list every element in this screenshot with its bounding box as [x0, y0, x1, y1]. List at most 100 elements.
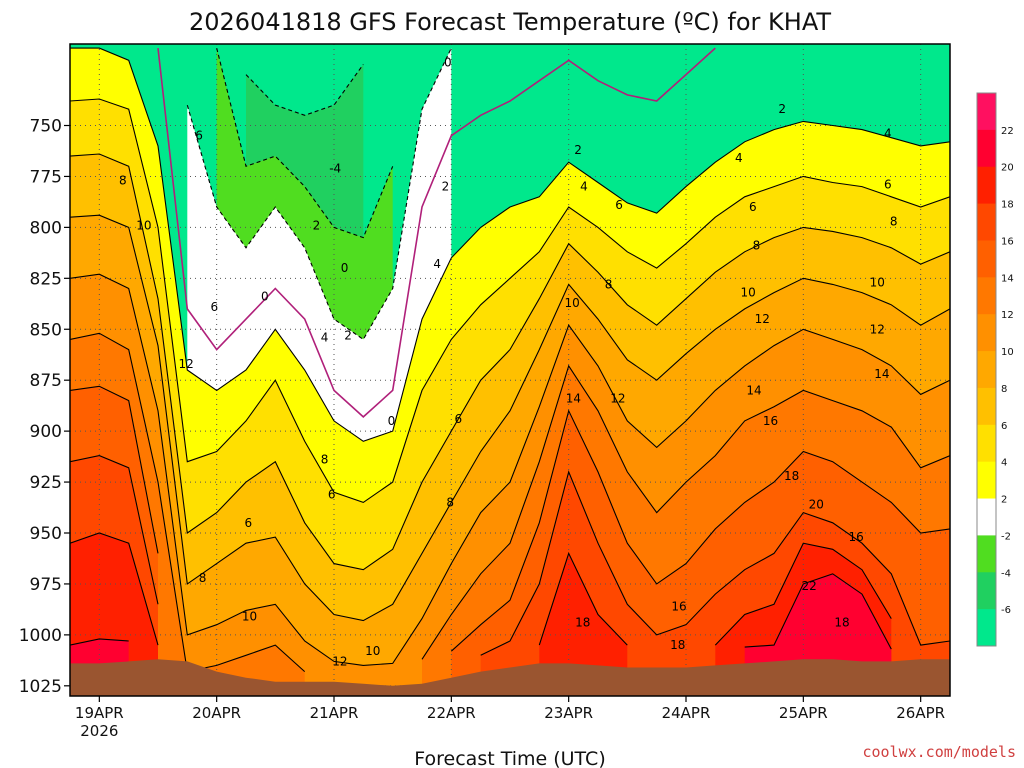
colorbar-swatch: [977, 240, 996, 278]
x-tick-label: 20APR: [192, 704, 241, 722]
contour-label: 6: [328, 487, 336, 501]
contour-label: 12: [179, 357, 194, 371]
contour-label: 16: [848, 530, 863, 544]
contour-label: 4: [884, 127, 892, 141]
y-tick-label: 950: [30, 524, 62, 544]
contour-label: 8: [753, 239, 761, 253]
colorbar-label: 2: [1001, 495, 1007, 506]
contour-label: 6: [210, 300, 218, 314]
x-tick-label: 25APR: [779, 704, 828, 722]
isotherm-10: [70, 273, 950, 666]
contour-label: 4: [580, 180, 588, 194]
isotherm-4: [70, 98, 950, 504]
contour-label: 10: [242, 610, 257, 624]
contour-label: 4: [321, 330, 329, 344]
isotherm-18: [70, 532, 892, 646]
contour-label: 10: [365, 644, 380, 658]
y-tick-label: 1025: [19, 677, 62, 697]
colorbar-swatch: [977, 166, 996, 205]
y-tick-label: 900: [30, 422, 62, 442]
contour-label: 18: [784, 469, 799, 483]
colorbar-label: 16: [1001, 236, 1014, 247]
colorbar-swatch: [977, 314, 996, 352]
isotherm-8: [70, 214, 950, 622]
contour-label: 0: [388, 414, 396, 428]
contour-label: 12: [610, 392, 625, 406]
isotherm-6: [70, 153, 950, 571]
contour-label: 0: [261, 290, 269, 304]
contour-label: 22: [802, 579, 817, 593]
colorbar-swatch: [977, 93, 996, 131]
contour-label: 8: [199, 571, 207, 585]
x-tick-label: 21APR: [310, 704, 359, 722]
colorbar-label: -4: [1001, 568, 1011, 579]
colorbar-label: 6: [1001, 421, 1007, 432]
y-tick-label: 775: [30, 167, 62, 187]
contour-label: 2: [344, 328, 352, 342]
contour-label: 6: [455, 412, 463, 426]
contour-label: 12: [332, 654, 347, 668]
contour-label: 18: [575, 616, 590, 630]
plot-frame: [69, 43, 951, 697]
y-tick-label: 750: [30, 117, 62, 137]
x-tick-label: 24APR: [662, 704, 711, 722]
isotherm--6: [245, 64, 364, 116]
isotherm-16: [70, 455, 950, 656]
chart-title: 2026041818 GFS Forecast Temperature (ºC)…: [189, 8, 831, 36]
contour-label: 14: [566, 392, 581, 406]
contour-label: 6: [749, 200, 757, 214]
contour-label: 10: [136, 218, 151, 232]
y-tick-label: 975: [30, 575, 62, 595]
colorbar-label: 8: [1001, 384, 1007, 395]
contour-label: 8: [321, 453, 329, 467]
y-tick-label: 1000: [19, 626, 62, 646]
colorbar-swatch: [977, 535, 996, 573]
colorbar-label: 20: [1001, 163, 1014, 174]
isotherm-lines: [70, 47, 950, 673]
contour-label: 2: [574, 143, 582, 157]
colorbar-swatch: [977, 351, 996, 389]
colorbar-label: 22: [1001, 126, 1014, 137]
colorbar: -6 -4 -2 2 4 6 8 10 12 14 16 18 20 22: [976, 92, 1014, 647]
y-tick-label: 925: [30, 473, 62, 493]
colorbar-label: 14: [1001, 273, 1014, 284]
contour-label: 12: [755, 312, 770, 326]
contour-label: 2: [313, 218, 321, 232]
x-tick-sublabel: 2026: [80, 722, 118, 740]
isotherm-2: [70, 47, 950, 442]
isotherm--4: [216, 47, 394, 239]
contour-label: 4: [433, 257, 441, 271]
colorbar-swatch: [977, 129, 996, 168]
y-tick-label: 825: [30, 269, 62, 289]
contour-label: 10: [741, 286, 756, 300]
y-tick-label: 800: [30, 218, 62, 238]
x-tick-label: 23APR: [544, 704, 593, 722]
contour-label: 18: [670, 638, 685, 652]
contour-label: 8: [890, 214, 898, 228]
contour-label: 0: [444, 55, 452, 69]
colorbar-label: 18: [1001, 200, 1014, 211]
contour-label: -4: [329, 161, 341, 175]
contour-label: 2: [778, 102, 786, 116]
colorbar-swatch: [977, 424, 996, 463]
ground-surface: [70, 659, 950, 696]
contour-label: 18: [834, 616, 849, 630]
colorbar-swatch: [977, 277, 996, 315]
colorbar-swatch: [977, 609, 996, 647]
x-tick-label: 19APR: [75, 704, 124, 722]
y-tick-label: 875: [30, 371, 62, 391]
isotherm-0: [157, 47, 716, 418]
y-tick-label: 850: [30, 320, 62, 340]
contour-label: 8: [605, 277, 613, 291]
contour-label: 16: [763, 414, 778, 428]
contour-label: 6: [884, 178, 892, 192]
dotted-gridlines: [70, 44, 950, 696]
contour-label: 4: [735, 151, 743, 165]
x-tick-label: 26APR: [896, 704, 945, 722]
contour-label: 20: [809, 497, 824, 511]
contour-label: 6: [195, 129, 203, 143]
contour-label: 16: [671, 599, 686, 613]
